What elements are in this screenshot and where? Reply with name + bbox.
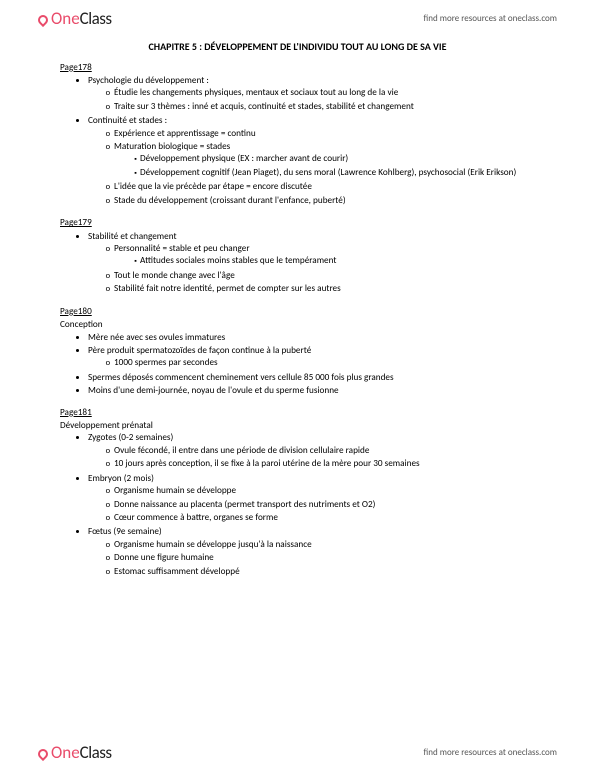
list-item: Embryon (2 mois) Organisme humain se dév… bbox=[88, 473, 535, 527]
text: Moins d'une demi-journée, noyau de l'ovu… bbox=[88, 385, 339, 396]
text: Embryon (2 mois) bbox=[88, 473, 154, 484]
text: Donne une figure humaine bbox=[114, 552, 214, 563]
list-item: Estomac suffisamment développé bbox=[114, 566, 535, 579]
list-item: Expérience et apprentissage = continu bbox=[114, 128, 535, 141]
list-180: Mère née avec ses ovules immatures Père … bbox=[60, 332, 535, 399]
text: Expérience et apprentissage = continu bbox=[114, 128, 256, 139]
list-item: Stade du développement (croissant durant… bbox=[114, 195, 535, 208]
list-item: Spermes déposés commencent cheminement v… bbox=[88, 372, 535, 385]
list-item: Stabilité et changement Personnalité = s… bbox=[88, 231, 535, 298]
brand-part2: Class bbox=[80, 742, 112, 763]
text: 1000 spermes par secondes bbox=[114, 357, 218, 368]
chapter-title: CHAPITRE 5 : DÉVELOPPEMENT DE L'INDIVIDU… bbox=[60, 40, 535, 54]
brand-logo: OneClass bbox=[38, 8, 112, 29]
text: Personnalité = stable et peu changer bbox=[114, 243, 250, 254]
list-item: Cœur commence à battre, organes se forme bbox=[114, 512, 535, 525]
text: 10 jours après conception, il se fixe à … bbox=[114, 458, 420, 469]
list-item: Personnalité = stable et peu changer Att… bbox=[114, 243, 535, 270]
list-178: Psychologie du développement : Étudie le… bbox=[60, 75, 535, 209]
text: Père produit spermatozoïdes de façon con… bbox=[88, 345, 311, 356]
list-item: Attitudes sociales moins stables que le … bbox=[140, 255, 535, 268]
pin-icon bbox=[36, 12, 50, 26]
text: Développement physique (EX : marcher ava… bbox=[140, 153, 348, 164]
page-ref-179: Page179 bbox=[60, 217, 535, 229]
text: Attitudes sociales moins stables que le … bbox=[140, 255, 336, 266]
list-item: Moins d'une demi-journée, noyau de l'ovu… bbox=[88, 385, 535, 398]
list-item: 1000 spermes par secondes bbox=[114, 357, 535, 370]
text: Maturation biologique = stades bbox=[114, 141, 230, 152]
page-header: OneClass find more resources at oneclass… bbox=[0, 0, 595, 30]
text: Stade du développement (croissant durant… bbox=[114, 195, 346, 206]
brand-logo-footer: OneClass bbox=[38, 742, 112, 763]
list-item: 10 jours après conception, il se fixe à … bbox=[114, 458, 535, 471]
text: L'idée que la vie précède par étape = en… bbox=[114, 181, 312, 192]
text: Organisme humain se développe bbox=[114, 485, 236, 496]
page-footer: OneClass find more resources at oneclass… bbox=[0, 734, 595, 764]
text: Cœur commence à battre, organes se forme bbox=[114, 512, 278, 523]
document-body: CHAPITRE 5 : DÉVELOPPEMENT DE L'INDIVIDU… bbox=[0, 30, 595, 580]
text: Développement cognitif (Jean Piaget), du… bbox=[140, 167, 516, 178]
footer-link[interactable]: find more resources at oneclass.com bbox=[424, 747, 557, 758]
list-item: Psychologie du développement : Étudie le… bbox=[88, 75, 535, 115]
brand-part2: Class bbox=[80, 8, 112, 29]
text: Stabilité et changement bbox=[88, 231, 177, 242]
section-heading-conception: Conception bbox=[60, 319, 535, 331]
list-item: Zygotes (0-2 semaines) Ovule fécondé, il… bbox=[88, 432, 535, 472]
pin-icon bbox=[36, 746, 50, 760]
list-item: Développement cognitif (Jean Piaget), du… bbox=[140, 167, 535, 180]
brand-part1: One bbox=[51, 8, 80, 29]
page-ref-181: Page181 bbox=[60, 407, 535, 419]
list-item: Traite sur 3 thèmes : inné et acquis, co… bbox=[114, 101, 535, 114]
text: Mère née avec ses ovules immatures bbox=[88, 332, 225, 343]
brand-part1: One bbox=[51, 742, 80, 763]
text: Estomac suffisamment développé bbox=[114, 566, 240, 577]
list-item: Organisme humain se développe bbox=[114, 485, 535, 498]
text: Zygotes (0-2 semaines) bbox=[88, 432, 173, 443]
section-heading-prenatal: Développement prénatal bbox=[60, 420, 535, 432]
list-item: Tout le monde change avec l'âge bbox=[114, 270, 535, 283]
list-item: Étudie les changements physiques, mentau… bbox=[114, 87, 535, 100]
text: Étudie les changements physiques, mentau… bbox=[114, 87, 398, 98]
text: Stabilité fait notre identité, permet de… bbox=[114, 283, 341, 294]
text: Psychologie du développement : bbox=[88, 75, 209, 86]
list-item: Organisme humain se développe jusqu'à la… bbox=[114, 539, 535, 552]
text: Tout le monde change avec l'âge bbox=[114, 270, 235, 281]
text: Ovule fécondé, il entre dans une période… bbox=[114, 445, 369, 456]
list-item: L'idée que la vie précède par étape = en… bbox=[114, 181, 535, 194]
page-ref-178: Page178 bbox=[60, 62, 535, 74]
text: Donne naissance au placenta (permet tran… bbox=[114, 499, 375, 510]
list-item: Stabilité fait notre identité, permet de… bbox=[114, 283, 535, 296]
text: Continuité et stades : bbox=[88, 115, 167, 126]
text: Spermes déposés commencent cheminement v… bbox=[88, 372, 394, 383]
list-item: Continuité et stades : Expérience et app… bbox=[88, 115, 535, 209]
list-item: Donne naissance au placenta (permet tran… bbox=[114, 499, 535, 512]
page-ref-180: Page180 bbox=[60, 306, 535, 318]
list-item: Développement physique (EX : marcher ava… bbox=[140, 153, 535, 166]
list-item: Maturation biologique = stades Développe… bbox=[114, 141, 535, 181]
list-item: Donne une figure humaine bbox=[114, 552, 535, 565]
list-item: Fœtus (9e semaine) Organisme humain se d… bbox=[88, 526, 535, 580]
header-link[interactable]: find more resources at oneclass.com bbox=[424, 13, 557, 24]
list-181: Zygotes (0-2 semaines) Ovule fécondé, il… bbox=[60, 432, 535, 580]
list-item: Père produit spermatozoïdes de façon con… bbox=[88, 345, 535, 372]
text: Fœtus (9e semaine) bbox=[88, 526, 162, 537]
list-item: Mère née avec ses ovules immatures bbox=[88, 332, 535, 345]
text: Traite sur 3 thèmes : inné et acquis, co… bbox=[114, 101, 414, 112]
list-item: Ovule fécondé, il entre dans une période… bbox=[114, 445, 535, 458]
text: Organisme humain se développe jusqu'à la… bbox=[114, 539, 312, 550]
list-179: Stabilité et changement Personnalité = s… bbox=[60, 231, 535, 298]
